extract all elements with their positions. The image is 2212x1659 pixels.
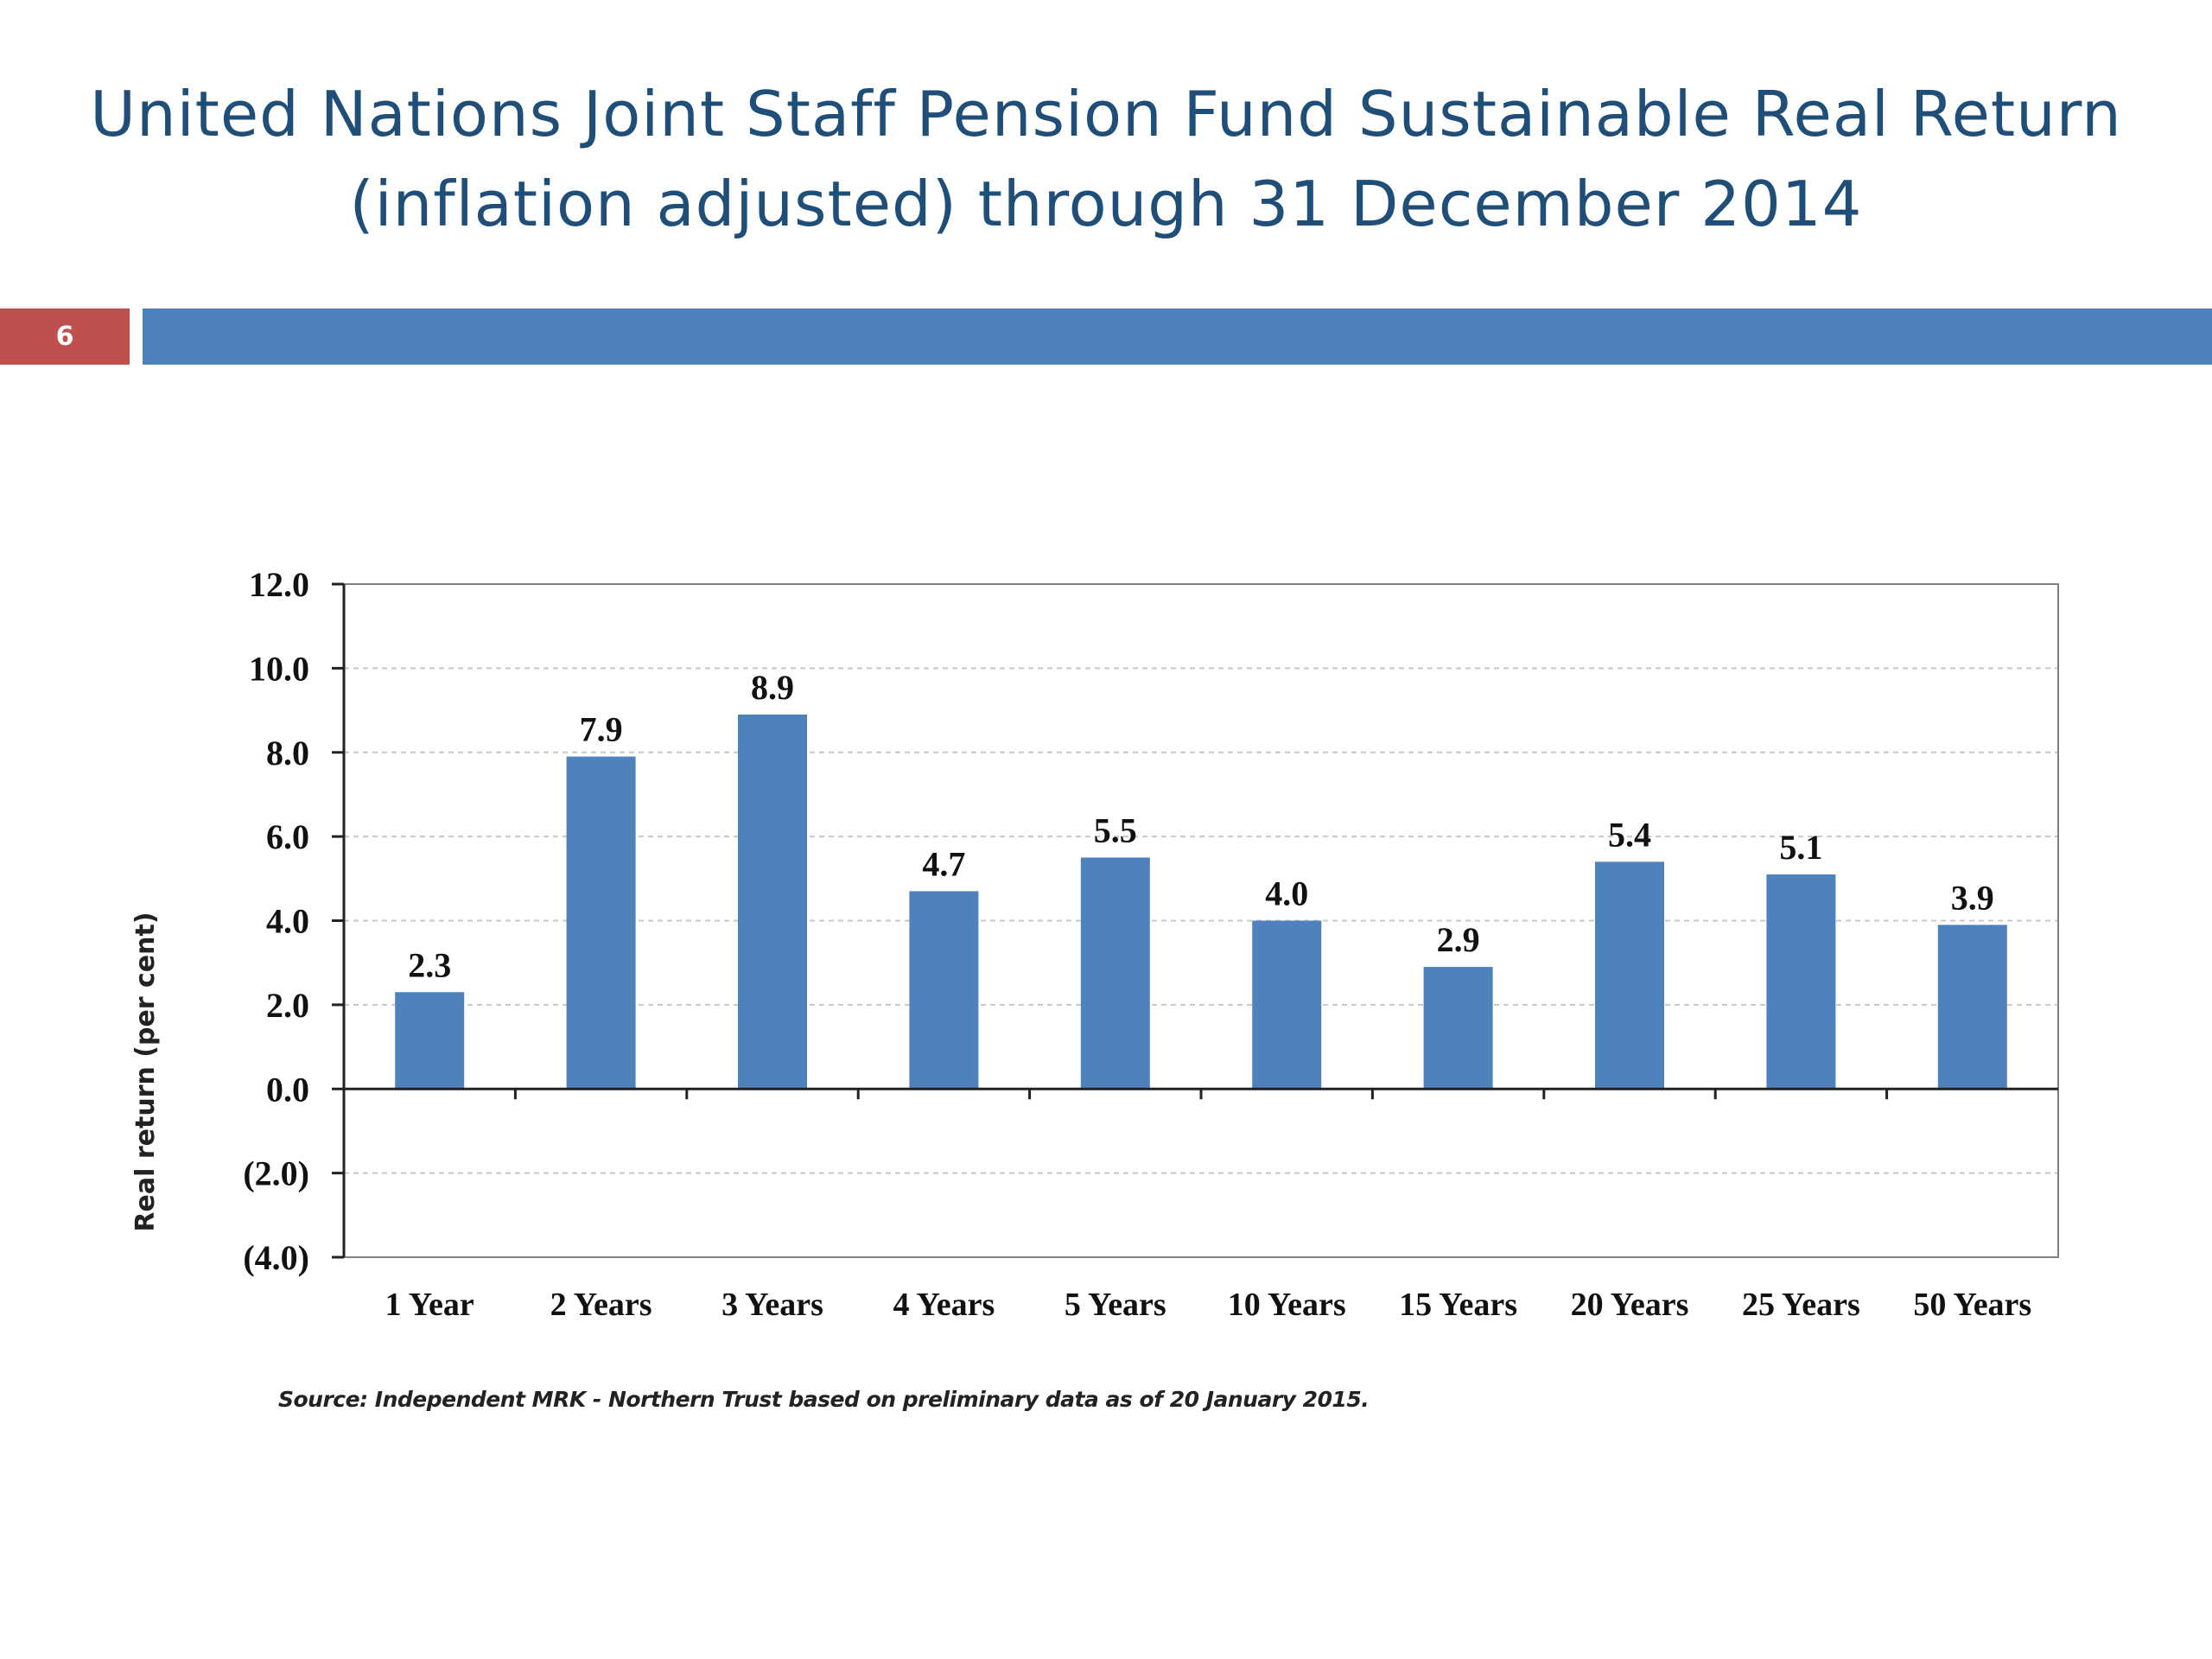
data-label: 2.9 (1437, 920, 1480, 959)
x-category-label: 3 Years (721, 1287, 823, 1323)
bar (738, 714, 807, 1090)
bar (1423, 967, 1493, 1090)
slide-title-line-1: United Nations Joint Staff Pension Fund … (90, 78, 2122, 150)
y-tick-label: 0.0 (266, 1070, 309, 1109)
data-label: 3.9 (1951, 878, 1994, 917)
source-note: Source: Independent MRK - Northern Trust… (278, 1387, 1370, 1412)
data-label: 4.0 (1265, 874, 1308, 913)
data-label: 8.9 (751, 668, 794, 707)
axes (332, 582, 2059, 1259)
x-category-label: 5 Years (1065, 1287, 1166, 1323)
y-tick-label: (4.0) (243, 1238, 309, 1277)
x-category-label: 10 Years (1228, 1287, 1346, 1323)
x-category-label: 2 Years (550, 1287, 652, 1323)
header-rule-bar (143, 308, 2212, 365)
slide-title-line-2: (inflation adjusted) through 31 December… (349, 168, 1863, 240)
x-category-label: 20 Years (1571, 1287, 1689, 1323)
bar (1937, 925, 2007, 1090)
x-category-label: 25 Years (1742, 1287, 1860, 1323)
data-label: 4.7 (922, 844, 965, 883)
data-label: 2.3 (408, 945, 451, 984)
labels: 12.0 10.0 8.0 6.0 4.0 2.0 0.0 (2.0) (4.0) 2.3 1 Ye… (130, 565, 2031, 1323)
y-tick-label: 6.0 (266, 817, 309, 856)
data-label: 5.4 (1608, 815, 1651, 854)
slide-number-badge: 6 (0, 308, 130, 365)
bar (566, 756, 636, 1090)
bar (395, 992, 465, 1090)
bar (1595, 861, 1664, 1090)
x-category-label: 50 Years (1913, 1287, 2031, 1323)
y-tick-label: (2.0) (243, 1154, 309, 1193)
x-category-label: 4 Years (893, 1287, 995, 1323)
y-tick-label: 10.0 (249, 649, 309, 688)
x-category-label: 15 Years (1399, 1287, 1517, 1323)
data-label: 5.5 (1094, 810, 1137, 849)
y-tick-label: 2.0 (266, 986, 309, 1025)
slide-title: United Nations Joint Staff Pension Fund … (0, 69, 2212, 249)
y-tick-label: 4.0 (266, 902, 309, 941)
y-tick-label: 8.0 (266, 734, 309, 772)
bars (395, 714, 2007, 1090)
y-axis-title: Real return (per cent) (130, 912, 161, 1231)
bar (1252, 920, 1322, 1090)
y-tick-label: 12.0 (249, 565, 309, 604)
bar (909, 891, 979, 1090)
data-label: 5.1 (1779, 828, 1822, 867)
data-label: 7.9 (580, 710, 623, 749)
x-category-label: 1 Year (385, 1287, 474, 1323)
bar (1766, 874, 1836, 1090)
bar (1080, 857, 1150, 1090)
